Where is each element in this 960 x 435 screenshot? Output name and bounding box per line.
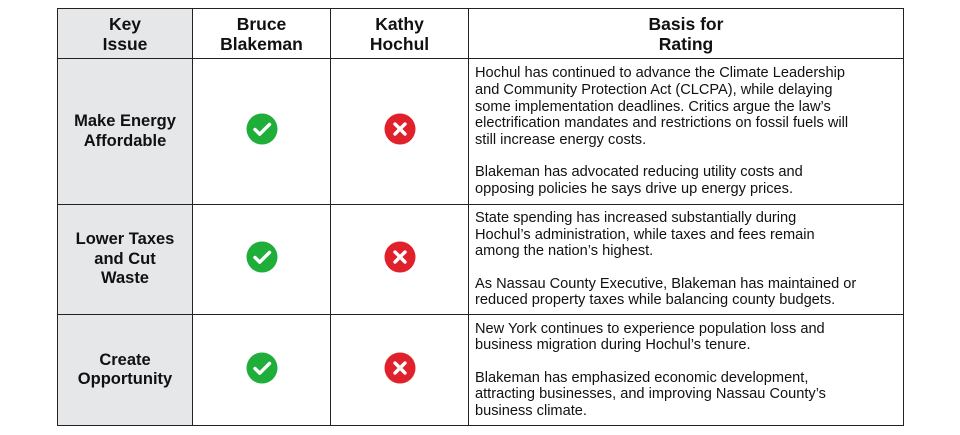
text-line: Create bbox=[99, 350, 151, 369]
hochul-rating bbox=[330, 58, 469, 205]
text-line: Opportunity bbox=[77, 370, 173, 388]
text-line: Hochul’s administration, while taxes and… bbox=[475, 226, 815, 243]
text-line: Basis for bbox=[648, 13, 724, 34]
basis-paragraph: New York continues to experience populat… bbox=[475, 321, 897, 354]
text-line: opposing policies he says drive up energ… bbox=[475, 180, 793, 197]
table-row: Make Energy Affordable Hochul has continue… bbox=[57, 58, 904, 205]
hochul-rating bbox=[330, 204, 469, 315]
cross-icon bbox=[384, 241, 415, 273]
text-line: Key bbox=[108, 13, 142, 34]
text-line: reduced property taxes while balancing c… bbox=[475, 292, 836, 309]
table-row: Lower Taxes and Cut Waste State spending ha… bbox=[57, 204, 904, 315]
header-cell: Bruce Blakeman bbox=[192, 8, 331, 59]
text-line: still increase energy costs. bbox=[475, 131, 647, 148]
text-line: Blakeman has advocated reducing utility … bbox=[475, 164, 803, 181]
text-line: attracting businesses, and improving Nas… bbox=[475, 386, 826, 403]
blakeman-rating bbox=[192, 204, 331, 315]
blakeman-rating bbox=[192, 314, 331, 426]
basis-cell: New York continues to experience populat… bbox=[468, 314, 904, 426]
cross-icon bbox=[384, 352, 415, 383]
header-row: Key Issue Bruce Blakeman Kathy Hochul Basis fo… bbox=[57, 8, 904, 59]
text-line: electrification mandates and restriction… bbox=[475, 115, 849, 132]
header-cell: Basis for Rating bbox=[468, 8, 904, 59]
header-cell: Kathy Hochul bbox=[330, 8, 469, 59]
text-line: business migration during Hochul’s tenur… bbox=[475, 337, 751, 354]
hochul-rating bbox=[330, 314, 469, 426]
check-icon bbox=[246, 241, 277, 273]
text-line: Hochul bbox=[369, 33, 430, 54]
header-cell: Key Issue bbox=[57, 8, 193, 59]
basis-paragraph: State spending has increased substantial… bbox=[475, 210, 897, 260]
check-icon bbox=[246, 352, 277, 383]
text-line: Issue bbox=[102, 33, 148, 54]
basis-paragraph: Blakeman has advocated reducing utility … bbox=[475, 164, 897, 197]
table-row: Create Opportunity New York continues to e… bbox=[57, 314, 904, 426]
text-line: Rating bbox=[658, 33, 714, 54]
rating-table: Key Issue Bruce Blakeman Kathy Hochul Basis fo… bbox=[57, 8, 904, 426]
issue-cell: Make Energy Affordable bbox=[57, 58, 193, 205]
text-line: business climate. bbox=[475, 402, 587, 419]
issue-cell: Create Opportunity bbox=[57, 314, 193, 426]
basis-cell: Hochul has continued to advance the Clim… bbox=[468, 58, 904, 205]
text-line: State spending has increased substantial… bbox=[475, 210, 797, 227]
text-line: As Nassau County Executive, Blakeman has… bbox=[475, 275, 857, 292]
basis-paragraph: Blakeman has emphasized economic develop… bbox=[475, 370, 897, 420]
text-line: some implementation deadlines. Critics a… bbox=[475, 98, 831, 115]
text-line: New York continues to experience populat… bbox=[475, 320, 825, 337]
basis-paragraph: As Nassau County Executive, Blakeman has… bbox=[475, 276, 897, 309]
text-line: Blakeman bbox=[220, 33, 303, 54]
cross-icon bbox=[384, 113, 415, 145]
text-line: Blakeman has emphasized economic develop… bbox=[475, 369, 809, 386]
text-line: and Cut bbox=[94, 249, 156, 268]
text-line: Hochul has continued to advance the Clim… bbox=[475, 65, 845, 82]
blakeman-rating bbox=[192, 58, 331, 205]
text-line: Kathy bbox=[375, 13, 424, 34]
text-line: Affordable bbox=[83, 131, 167, 150]
text-line: Make Energy bbox=[74, 112, 176, 130]
basis-cell: State spending has increased substantial… bbox=[468, 204, 904, 315]
text-line: Bruce bbox=[236, 13, 287, 34]
text-line: and Community Protection Act (CLCPA), wh… bbox=[475, 82, 833, 99]
issue-cell: Lower Taxes and Cut Waste bbox=[57, 204, 193, 315]
text-line: Lower Taxes bbox=[75, 230, 175, 249]
text-line: among the nation’s highest. bbox=[475, 243, 654, 260]
check-icon bbox=[246, 113, 277, 145]
text-line: Waste bbox=[101, 269, 149, 288]
table-body: Make Energy Affordable Hochul has continue… bbox=[57, 58, 904, 426]
basis-paragraph: Hochul has continued to advance the Clim… bbox=[475, 65, 897, 148]
